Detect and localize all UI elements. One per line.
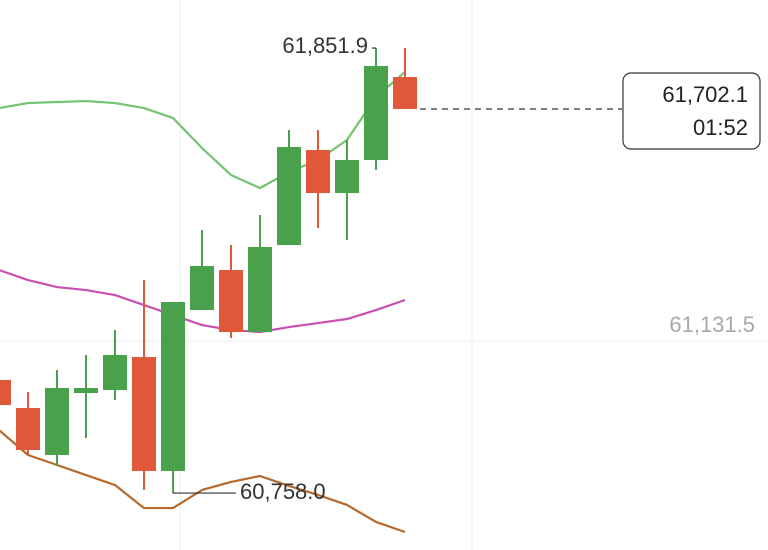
candle-body	[393, 77, 417, 109]
candle-body	[103, 355, 127, 391]
band-line	[0, 71, 406, 190]
candle-body	[248, 247, 272, 333]
y-tick-label: 61,131.5	[669, 312, 755, 337]
candle-body	[16, 408, 40, 451]
high-label: 61,851.9	[282, 33, 368, 58]
candle-body	[219, 270, 243, 333]
low-label: 60,758.0	[240, 479, 326, 504]
candle-body	[364, 66, 388, 161]
candle-body	[335, 160, 359, 194]
candle-body	[132, 357, 156, 471]
candle-body	[306, 150, 330, 194]
band-line	[0, 269, 406, 334]
candle-body	[74, 388, 98, 394]
last-price-box	[622, 72, 761, 150]
candle-body	[161, 302, 185, 471]
candle-body	[277, 147, 301, 246]
candle-body	[45, 388, 69, 456]
countdown-label: 01:52	[693, 115, 748, 140]
candle-body	[0, 380, 11, 406]
last-price-label: 61,702.1	[662, 82, 748, 107]
candle-body	[190, 266, 214, 311]
band-line	[0, 429, 406, 534]
